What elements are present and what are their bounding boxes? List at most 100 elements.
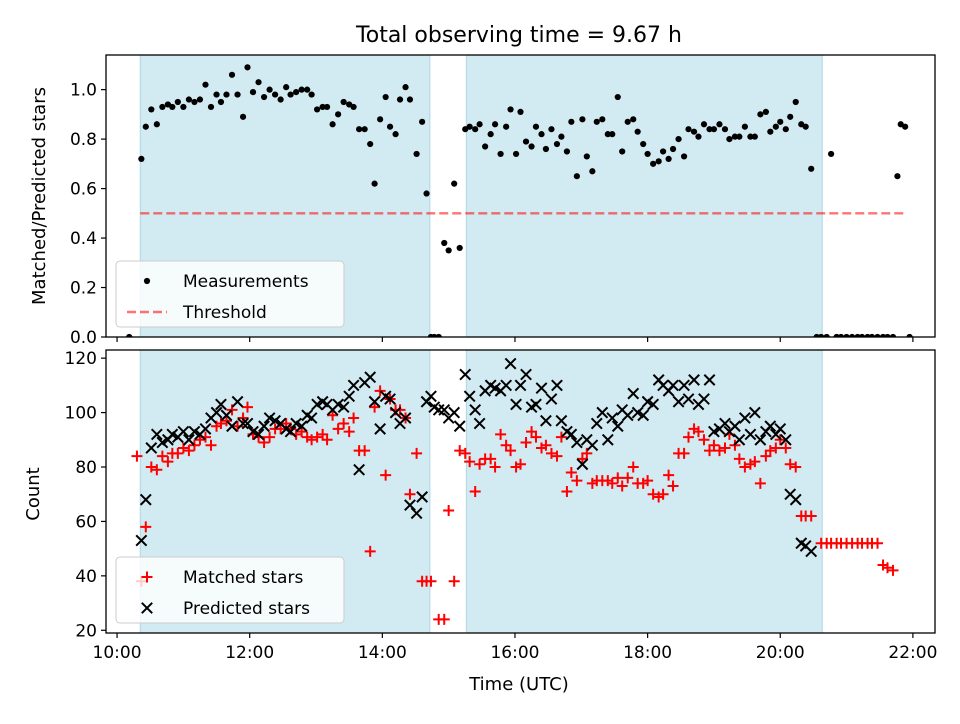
data-point [672,395,685,408]
bottom-panel: 20 40 60 80 100 120 10:00 12:00 14:00 16:00 18:00 2… [65,349,938,663]
data-point [411,447,423,459]
data-point [698,393,710,405]
data-point [353,463,366,476]
data-point [392,131,399,138]
data-point [688,374,700,386]
data-point [220,415,232,427]
data-point [350,103,357,111]
data-point [466,123,473,130]
data-point [156,450,168,462]
data-point [770,442,782,454]
data-point [589,168,596,175]
data-point [678,447,690,459]
data-point [364,545,376,557]
data-point [277,96,284,103]
data-point [399,412,412,424]
data-point [473,417,486,430]
data-point [308,91,315,98]
top-y-tick-label: 0.8 [70,130,97,150]
data-point [678,379,690,392]
data-point [894,173,901,180]
bottom-y-tick-label: 80 [75,458,97,478]
data-point [604,131,611,138]
data-point [561,486,573,497]
data-point [448,575,460,587]
data-point [535,382,548,395]
data-point [555,414,568,427]
data-point [404,499,416,512]
data-point [906,333,913,337]
data-point [423,190,430,197]
data-point [548,126,555,133]
data-point [779,433,792,446]
data-point [340,98,347,106]
data-point [367,140,374,148]
data-point [131,450,143,462]
data-point [583,153,590,160]
legend-marker [141,602,153,614]
data-point [402,84,409,91]
data-point [258,420,270,433]
data-point [305,412,318,424]
data-point [616,480,628,492]
data-point [153,121,160,128]
data-point [667,480,679,492]
data-point [609,131,616,138]
data-point [744,428,757,441]
data-point [223,91,230,98]
data-point [217,98,225,106]
x-tick-label: 10:00 [93,643,142,663]
data-point [319,103,326,111]
top-legend-box [115,260,345,328]
data-point [140,521,152,533]
data-point [272,91,279,98]
legend-label: Matched stars [183,568,303,588]
bottom-legend-box [115,556,345,624]
data-point [685,126,692,133]
data-point [563,148,571,155]
data-point [872,537,884,549]
data-point [335,111,342,118]
data-point [655,158,662,165]
data-point [570,436,583,449]
data-point [304,86,311,93]
bottom-y-tick-label: 40 [75,567,97,587]
data-point [293,89,300,96]
series-matched-stars [131,385,899,625]
top-axes-frame [105,54,936,338]
data-point [881,562,893,574]
data-point [377,116,384,123]
data-point [606,412,619,424]
x-tick-label: 14:00 [358,643,407,663]
data-point [640,140,647,148]
data-point [596,406,609,419]
data-point [733,453,745,465]
data-point [474,458,486,470]
data-point [374,423,387,435]
data-point [669,145,677,153]
data-point [298,86,305,93]
data-point [520,437,532,449]
data-point [579,116,586,123]
data-point [454,445,466,457]
data-point [680,153,688,160]
data-point [489,461,501,473]
data-point [622,472,634,484]
top-y-tick-label: 0.4 [70,229,97,249]
top-panel: 0.0 0.2 0.4 0.6 0.8 1.0 Measurements Threshold [70,54,936,348]
data-point [887,564,899,576]
data-point [142,123,149,130]
bottom-y-tick-label: 60 [75,512,97,532]
data-point [790,461,802,473]
top-y-tick-label: 0.6 [70,180,97,200]
data-point [754,477,766,489]
data-point [228,71,236,78]
bottom-legend: Matched stars Predicted stars [115,556,345,624]
data-point [716,121,723,128]
data-point [849,333,856,337]
data-point [464,456,476,468]
data-point [207,103,215,111]
data-point [837,333,845,337]
data-point [630,116,637,123]
